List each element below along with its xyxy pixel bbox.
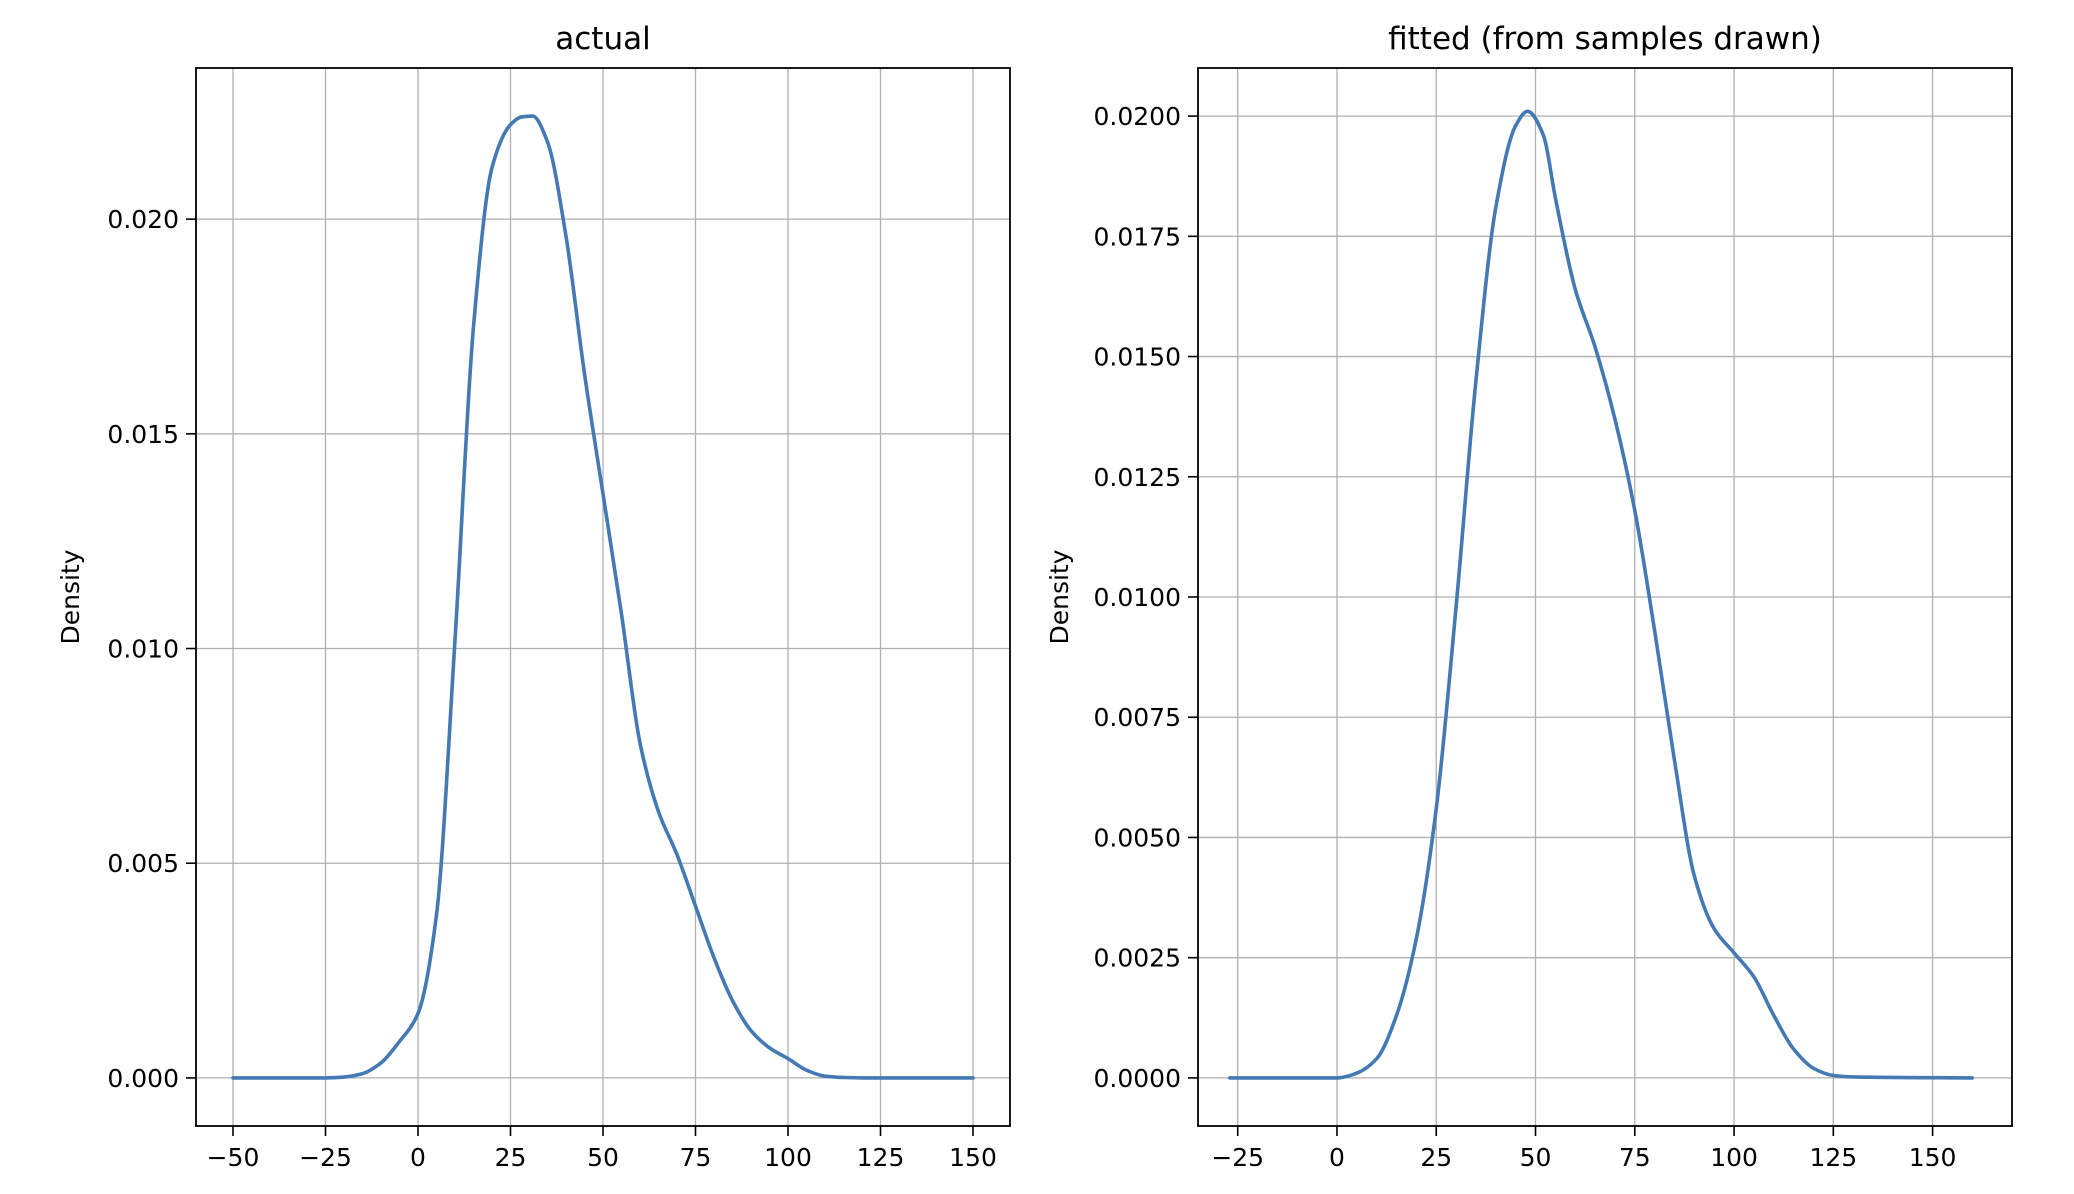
y-tick-label: 0.000 [107, 1064, 179, 1093]
y-tick-label: 0.015 [107, 420, 179, 449]
chart-title: actual [555, 21, 650, 57]
x-tick-label: 50 [1520, 1143, 1552, 1172]
y-tick-label: 0.0000 [1094, 1064, 1181, 1093]
y-tick-label: 0.0075 [1094, 703, 1181, 732]
x-tick-label: 75 [680, 1143, 712, 1172]
y-tick-label: 0.0100 [1094, 583, 1181, 612]
y-tick-label: 0.005 [107, 849, 179, 878]
x-tick-label: 100 [1710, 1143, 1758, 1172]
y-tick-label: 0.0125 [1094, 463, 1181, 492]
x-tick-label: −25 [299, 1143, 352, 1172]
x-tick-label: 150 [949, 1143, 997, 1172]
x-tick-label: 0 [410, 1143, 426, 1172]
x-tick-label: 25 [495, 1143, 527, 1172]
y-tick-label: 0.010 [107, 635, 179, 664]
y-tick-label: 0.0050 [1094, 823, 1181, 852]
chart-title: fitted (from samples drawn) [1388, 21, 1822, 57]
y-axis-label: Density [1045, 549, 1074, 644]
x-tick-label: 150 [1909, 1143, 1957, 1172]
x-tick-label: 125 [857, 1143, 905, 1172]
x-tick-label: 0 [1329, 1143, 1345, 1172]
y-axis-label: Density [56, 549, 85, 644]
subplot-actual: −50 −25 0 25 50 75 100 125 150 0.000 0.005 0.010 0.0… [56, 21, 1011, 1172]
x-tick-label: −50 [207, 1143, 260, 1172]
x-tick-label: 25 [1420, 1143, 1452, 1172]
x-tick-label: −25 [1211, 1143, 1264, 1172]
y-tick-label: 0.0025 [1094, 944, 1181, 973]
subplot-fitted: −25 0 25 50 75 100 125 150 0.0000 0.0025 0.0050 0.0… [1045, 21, 2013, 1172]
density-curve [1227, 109, 1975, 1080]
x-tick-label: 50 [587, 1143, 619, 1172]
density-curve [231, 114, 975, 1080]
x-tick-label: 100 [764, 1143, 812, 1172]
x-tick-label: 75 [1619, 1143, 1651, 1172]
y-tick-label: 0.0175 [1094, 222, 1181, 251]
y-tick-label: 0.020 [107, 205, 179, 234]
y-tick-label: 0.0200 [1094, 102, 1181, 131]
x-tick-label: 125 [1809, 1143, 1857, 1172]
y-tick-label: 0.0150 [1094, 343, 1181, 372]
